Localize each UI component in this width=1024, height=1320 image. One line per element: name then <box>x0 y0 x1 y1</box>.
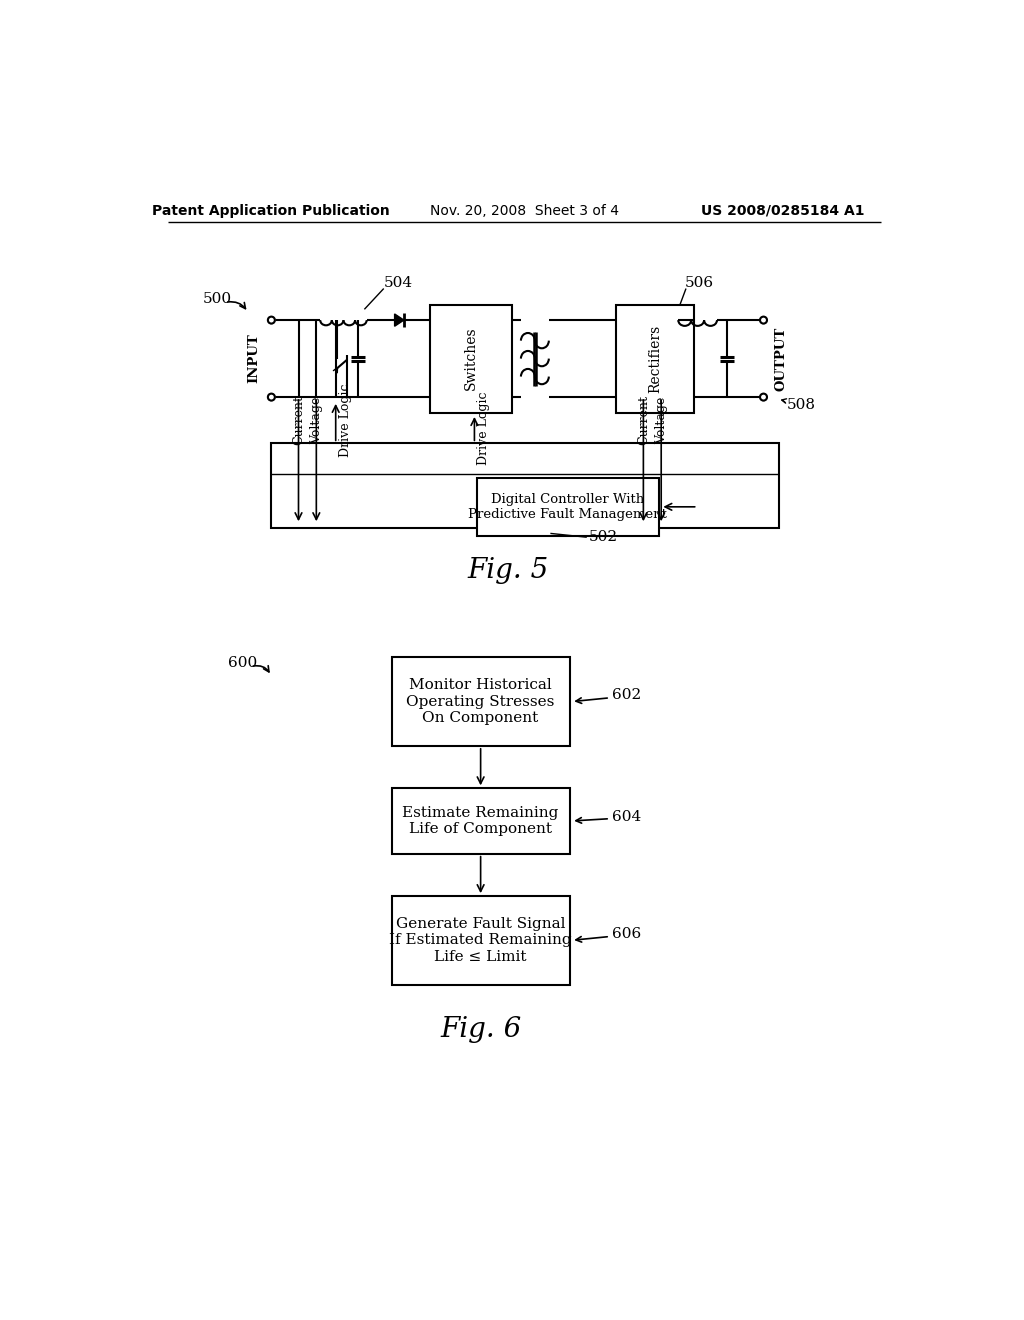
Text: 504: 504 <box>384 276 413 290</box>
Bar <box>391 896 569 985</box>
Text: 506: 506 <box>684 276 714 290</box>
Circle shape <box>760 393 767 400</box>
Text: 604: 604 <box>612 810 642 824</box>
Circle shape <box>268 393 274 400</box>
Text: Rectifiers: Rectifiers <box>648 325 662 393</box>
Circle shape <box>268 317 274 323</box>
Text: Current: Current <box>637 395 650 445</box>
Text: INPUT: INPUT <box>248 334 261 384</box>
Bar <box>430 305 512 412</box>
Circle shape <box>268 393 274 400</box>
Bar <box>616 305 693 412</box>
Circle shape <box>268 317 274 323</box>
Text: Digital Controller With
Predictive Fault Management: Digital Controller With Predictive Fault… <box>468 492 668 521</box>
Text: Drive Logic: Drive Logic <box>339 383 351 457</box>
Bar <box>477 478 658 536</box>
Circle shape <box>760 317 767 323</box>
Text: 602: 602 <box>612 689 642 702</box>
Text: Current: Current <box>292 395 305 445</box>
Text: 500: 500 <box>203 292 231 305</box>
Text: 502: 502 <box>589 531 618 544</box>
Text: OUTPUT: OUTPUT <box>774 326 787 391</box>
Bar <box>391 657 569 746</box>
Text: US 2008/0285184 A1: US 2008/0285184 A1 <box>701 203 864 218</box>
Text: Nov. 20, 2008  Sheet 3 of 4: Nov. 20, 2008 Sheet 3 of 4 <box>430 203 620 218</box>
Text: 508: 508 <box>786 397 816 412</box>
Text: Generate Fault Signal
If Estimated Remaining
Life ≤ Limit: Generate Fault Signal If Estimated Remai… <box>389 917 572 964</box>
Text: Monitor Historical
Operating Stresses
On Component: Monitor Historical Operating Stresses On… <box>407 678 555 725</box>
Bar <box>271 444 779 528</box>
Text: 600: 600 <box>228 656 257 669</box>
Text: Voltage: Voltage <box>654 396 668 444</box>
Circle shape <box>760 393 767 400</box>
Bar <box>391 788 569 854</box>
Text: Voltage: Voltage <box>310 396 323 444</box>
Text: Patent Application Publication: Patent Application Publication <box>153 203 390 218</box>
Text: Switches: Switches <box>464 327 478 391</box>
Text: Drive Logic: Drive Logic <box>477 391 490 465</box>
Polygon shape <box>394 314 403 326</box>
Text: Estimate Remaining
Life of Component: Estimate Remaining Life of Component <box>402 807 559 836</box>
Text: Fig. 5: Fig. 5 <box>467 557 549 583</box>
Text: Fig. 6: Fig. 6 <box>440 1016 521 1043</box>
Circle shape <box>760 317 767 323</box>
Text: 606: 606 <box>612 927 642 941</box>
